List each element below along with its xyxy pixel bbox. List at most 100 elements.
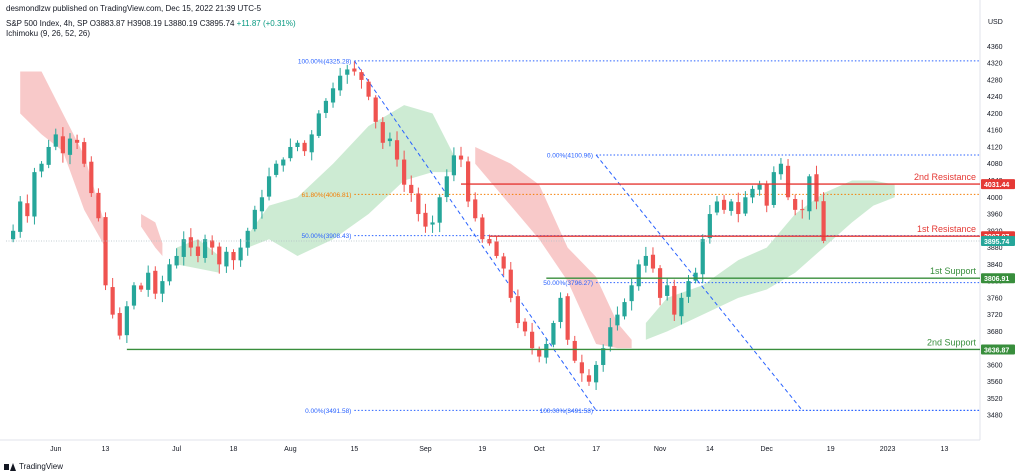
candle: [25, 194, 30, 223]
x-tick-label: Oct: [534, 446, 545, 453]
y-tick-label: 4160: [987, 128, 1003, 135]
candle-body: [387, 138, 393, 142]
price-tag-text: 3636.87: [984, 347, 1009, 354]
brand-name: TradingView: [19, 462, 64, 471]
candle: [394, 131, 400, 167]
candle-body: [423, 212, 428, 227]
candle-body: [800, 209, 805, 211]
tradingview-brand[interactable]: TradingView: [4, 462, 63, 471]
candle-body: [202, 239, 208, 258]
candle-body: [736, 202, 741, 215]
x-tick-label: Sep: [419, 446, 432, 453]
candle-body: [743, 197, 748, 214]
price-tag-box: [981, 235, 1015, 246]
candle-body: [544, 343, 549, 358]
candle: [714, 196, 720, 216]
candle: [451, 147, 456, 182]
candle-body: [714, 201, 720, 213]
candle-body: [458, 155, 464, 160]
candle-body: [259, 197, 265, 212]
candle: [32, 167, 37, 225]
candle: [707, 204, 712, 244]
candle-body: [131, 285, 137, 306]
y-tick-label: 4000: [987, 195, 1003, 202]
candle: [721, 195, 727, 214]
candle: [288, 138, 293, 162]
candle-body: [409, 184, 414, 194]
resistance-label: 1st Resistance: [917, 224, 976, 234]
candle: [757, 180, 762, 196]
price-tag-box: [981, 273, 1015, 284]
candle-body: [501, 256, 506, 269]
candle-body: [672, 285, 677, 315]
y-tick-label: 4200: [987, 111, 1003, 118]
currency-label: USD: [988, 19, 1003, 26]
candle: [416, 187, 421, 222]
candle-body: [515, 296, 520, 324]
candle: [387, 132, 393, 147]
candle: [188, 228, 193, 257]
candle: [309, 130, 314, 161]
symbol-name[interactable]: S&P 500 Index, 4h, SP: [6, 19, 88, 28]
fib-retracement-low-label: 0.00%(4100.96): [547, 152, 593, 159]
x-tick-label: 18: [230, 446, 238, 453]
candle-body: [750, 188, 755, 198]
candle: [679, 292, 684, 325]
candle-body: [352, 68, 357, 72]
candle-body: [629, 285, 634, 302]
candle: [807, 174, 812, 220]
fib-retracement-high-trend-line: [353, 60, 597, 411]
y-tick-label: 4320: [987, 61, 1003, 68]
candle-body: [729, 201, 734, 211]
candle: [252, 205, 257, 232]
candle: [231, 249, 236, 270]
candle-body: [338, 75, 343, 91]
candle: [700, 234, 705, 284]
fib-retracement-low-label: 100.00%(3491.58): [540, 408, 594, 415]
x-tick-label: 17: [592, 446, 600, 453]
candle: [764, 180, 769, 213]
candle-body: [430, 222, 435, 225]
candle: [622, 298, 627, 320]
candle-body: [124, 306, 129, 336]
candle-body: [394, 140, 400, 160]
price-tag-box: [981, 344, 1015, 355]
candle-body: [252, 209, 257, 230]
candle: [480, 214, 485, 243]
price-tag-support: 3636.87: [981, 344, 1015, 355]
candle: [508, 261, 513, 303]
candle-body: [25, 203, 30, 217]
candle-body: [309, 134, 314, 153]
candle-body: [771, 172, 776, 205]
fib-retracement-high-label: 0.00%(3491.58): [305, 408, 351, 415]
candle: [373, 95, 378, 129]
candle: [643, 246, 648, 273]
candle: [323, 98, 329, 119]
candle: [771, 166, 776, 208]
candle-body: [281, 159, 286, 166]
candle-body: [74, 139, 80, 143]
candle: [437, 194, 442, 233]
candle-body: [537, 349, 542, 357]
candle-body: [210, 240, 215, 248]
candle-body: [693, 272, 698, 281]
candle: [636, 259, 641, 291]
candle-body: [601, 348, 606, 365]
fib-retracement-high-label: 100.00%(4325.28): [298, 58, 352, 65]
candle-body: [153, 270, 158, 294]
candle: [338, 67, 343, 96]
candle: [167, 258, 172, 286]
y-tick-label: 3840: [987, 262, 1003, 269]
indicator-legend[interactable]: Ichimoku (9, 26, 52, 26): [6, 29, 91, 38]
x-tick-label: 19: [478, 446, 486, 453]
candle: [117, 307, 122, 340]
y-tick-label: 3760: [987, 295, 1003, 302]
candle-body: [593, 364, 599, 383]
candle: [650, 247, 656, 273]
candle: [82, 137, 87, 168]
candle-body: [416, 193, 421, 215]
candle: [743, 191, 748, 217]
candle: [266, 167, 272, 201]
candle-body: [217, 246, 222, 265]
